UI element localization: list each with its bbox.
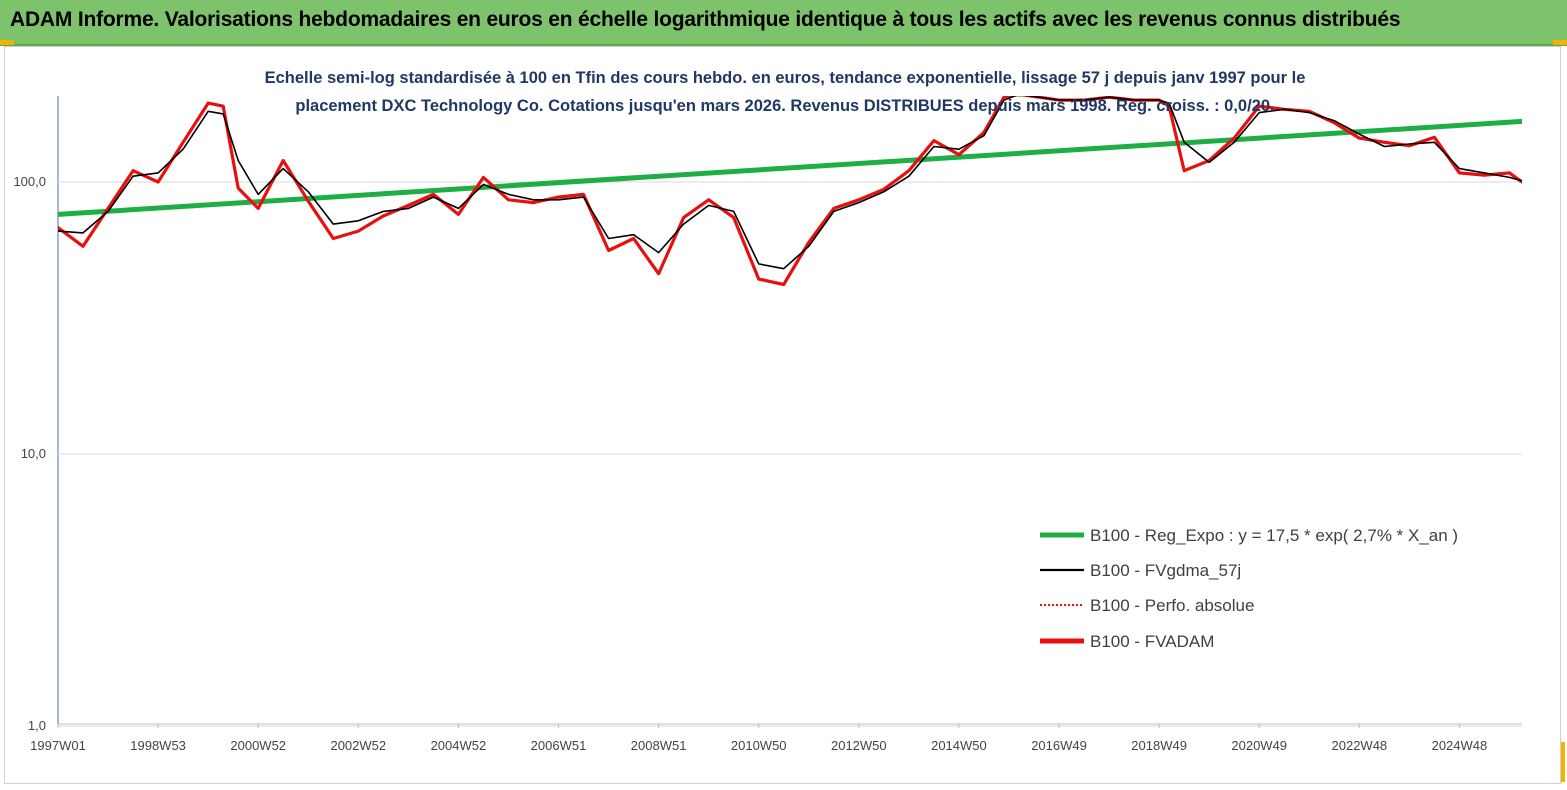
x-tick-label: 2020W49 bbox=[1231, 738, 1287, 753]
series-line-dotted-red bbox=[58, 96, 1522, 286]
chart-title-line-2: placement DXC Technology Co. Cotations j… bbox=[295, 97, 1275, 115]
chart-title-line-1: Echelle semi-log standardisée à 100 en T… bbox=[264, 69, 1306, 87]
x-tick-label: 2008W51 bbox=[631, 738, 687, 753]
x-tick-label: 2004W52 bbox=[431, 738, 487, 753]
corner-marker-top-right bbox=[1553, 40, 1567, 45]
y-tick-label: 10,0 bbox=[21, 446, 46, 461]
x-axis: 1997W01 1998W53 2000W52 2002W52 2004W52 2006W… bbox=[30, 723, 1522, 753]
x-tick-label: 1997W01 bbox=[30, 738, 86, 753]
series-line-thick-green bbox=[58, 118, 1522, 217]
y-tick-label: 1,0 bbox=[28, 718, 46, 733]
x-tick-label: 2022W48 bbox=[1332, 738, 1388, 753]
y-tick-label: 100,0 bbox=[13, 174, 46, 189]
x-tick-label: 2000W52 bbox=[230, 738, 286, 753]
corner-marker-top-left bbox=[0, 40, 14, 45]
x-tick-label: 2010W50 bbox=[731, 738, 787, 753]
x-tick-label: 2012W50 bbox=[831, 738, 887, 753]
x-tick-label: 2006W51 bbox=[531, 738, 587, 753]
page-title: ADAM Informe. Valorisations hebdomadaire… bbox=[10, 8, 1401, 31]
x-tick-label: 2014W50 bbox=[931, 738, 987, 753]
series-line-thick-red bbox=[58, 96, 1522, 287]
legend-label: B100 - Perfo. absolue bbox=[1090, 596, 1254, 615]
header-bar: ADAM Informe. Valorisations hebdomadaire… bbox=[0, 0, 1567, 46]
legend-label: B100 - Reg_Expo : y = 17,5 * exp( 2,7% *… bbox=[1090, 526, 1458, 545]
series-layer bbox=[58, 96, 1522, 287]
x-tick-label: 1998W53 bbox=[130, 738, 186, 753]
chart-title: Echelle semi-log standardisée à 100 en T… bbox=[180, 64, 1390, 120]
legend: B100 - Reg_Expo : y = 17,5 * exp( 2,7% *… bbox=[1040, 526, 1458, 651]
x-tick-label: 2002W52 bbox=[330, 738, 386, 753]
y-axis: 1,0 10,0 100,0 bbox=[13, 96, 1522, 733]
x-tick-label: 2024W48 bbox=[1432, 738, 1488, 753]
x-tick-label: 2018W49 bbox=[1131, 738, 1187, 753]
legend-label: B100 - FVgdma_57j bbox=[1090, 561, 1241, 580]
corner-marker-bottom-right bbox=[1560, 742, 1565, 782]
legend-label: B100 - FVADAM bbox=[1090, 632, 1214, 651]
series-line-thin-black bbox=[58, 96, 1522, 270]
x-tick-label: 2016W49 bbox=[1031, 738, 1087, 753]
chart-frame bbox=[4, 46, 1561, 784]
